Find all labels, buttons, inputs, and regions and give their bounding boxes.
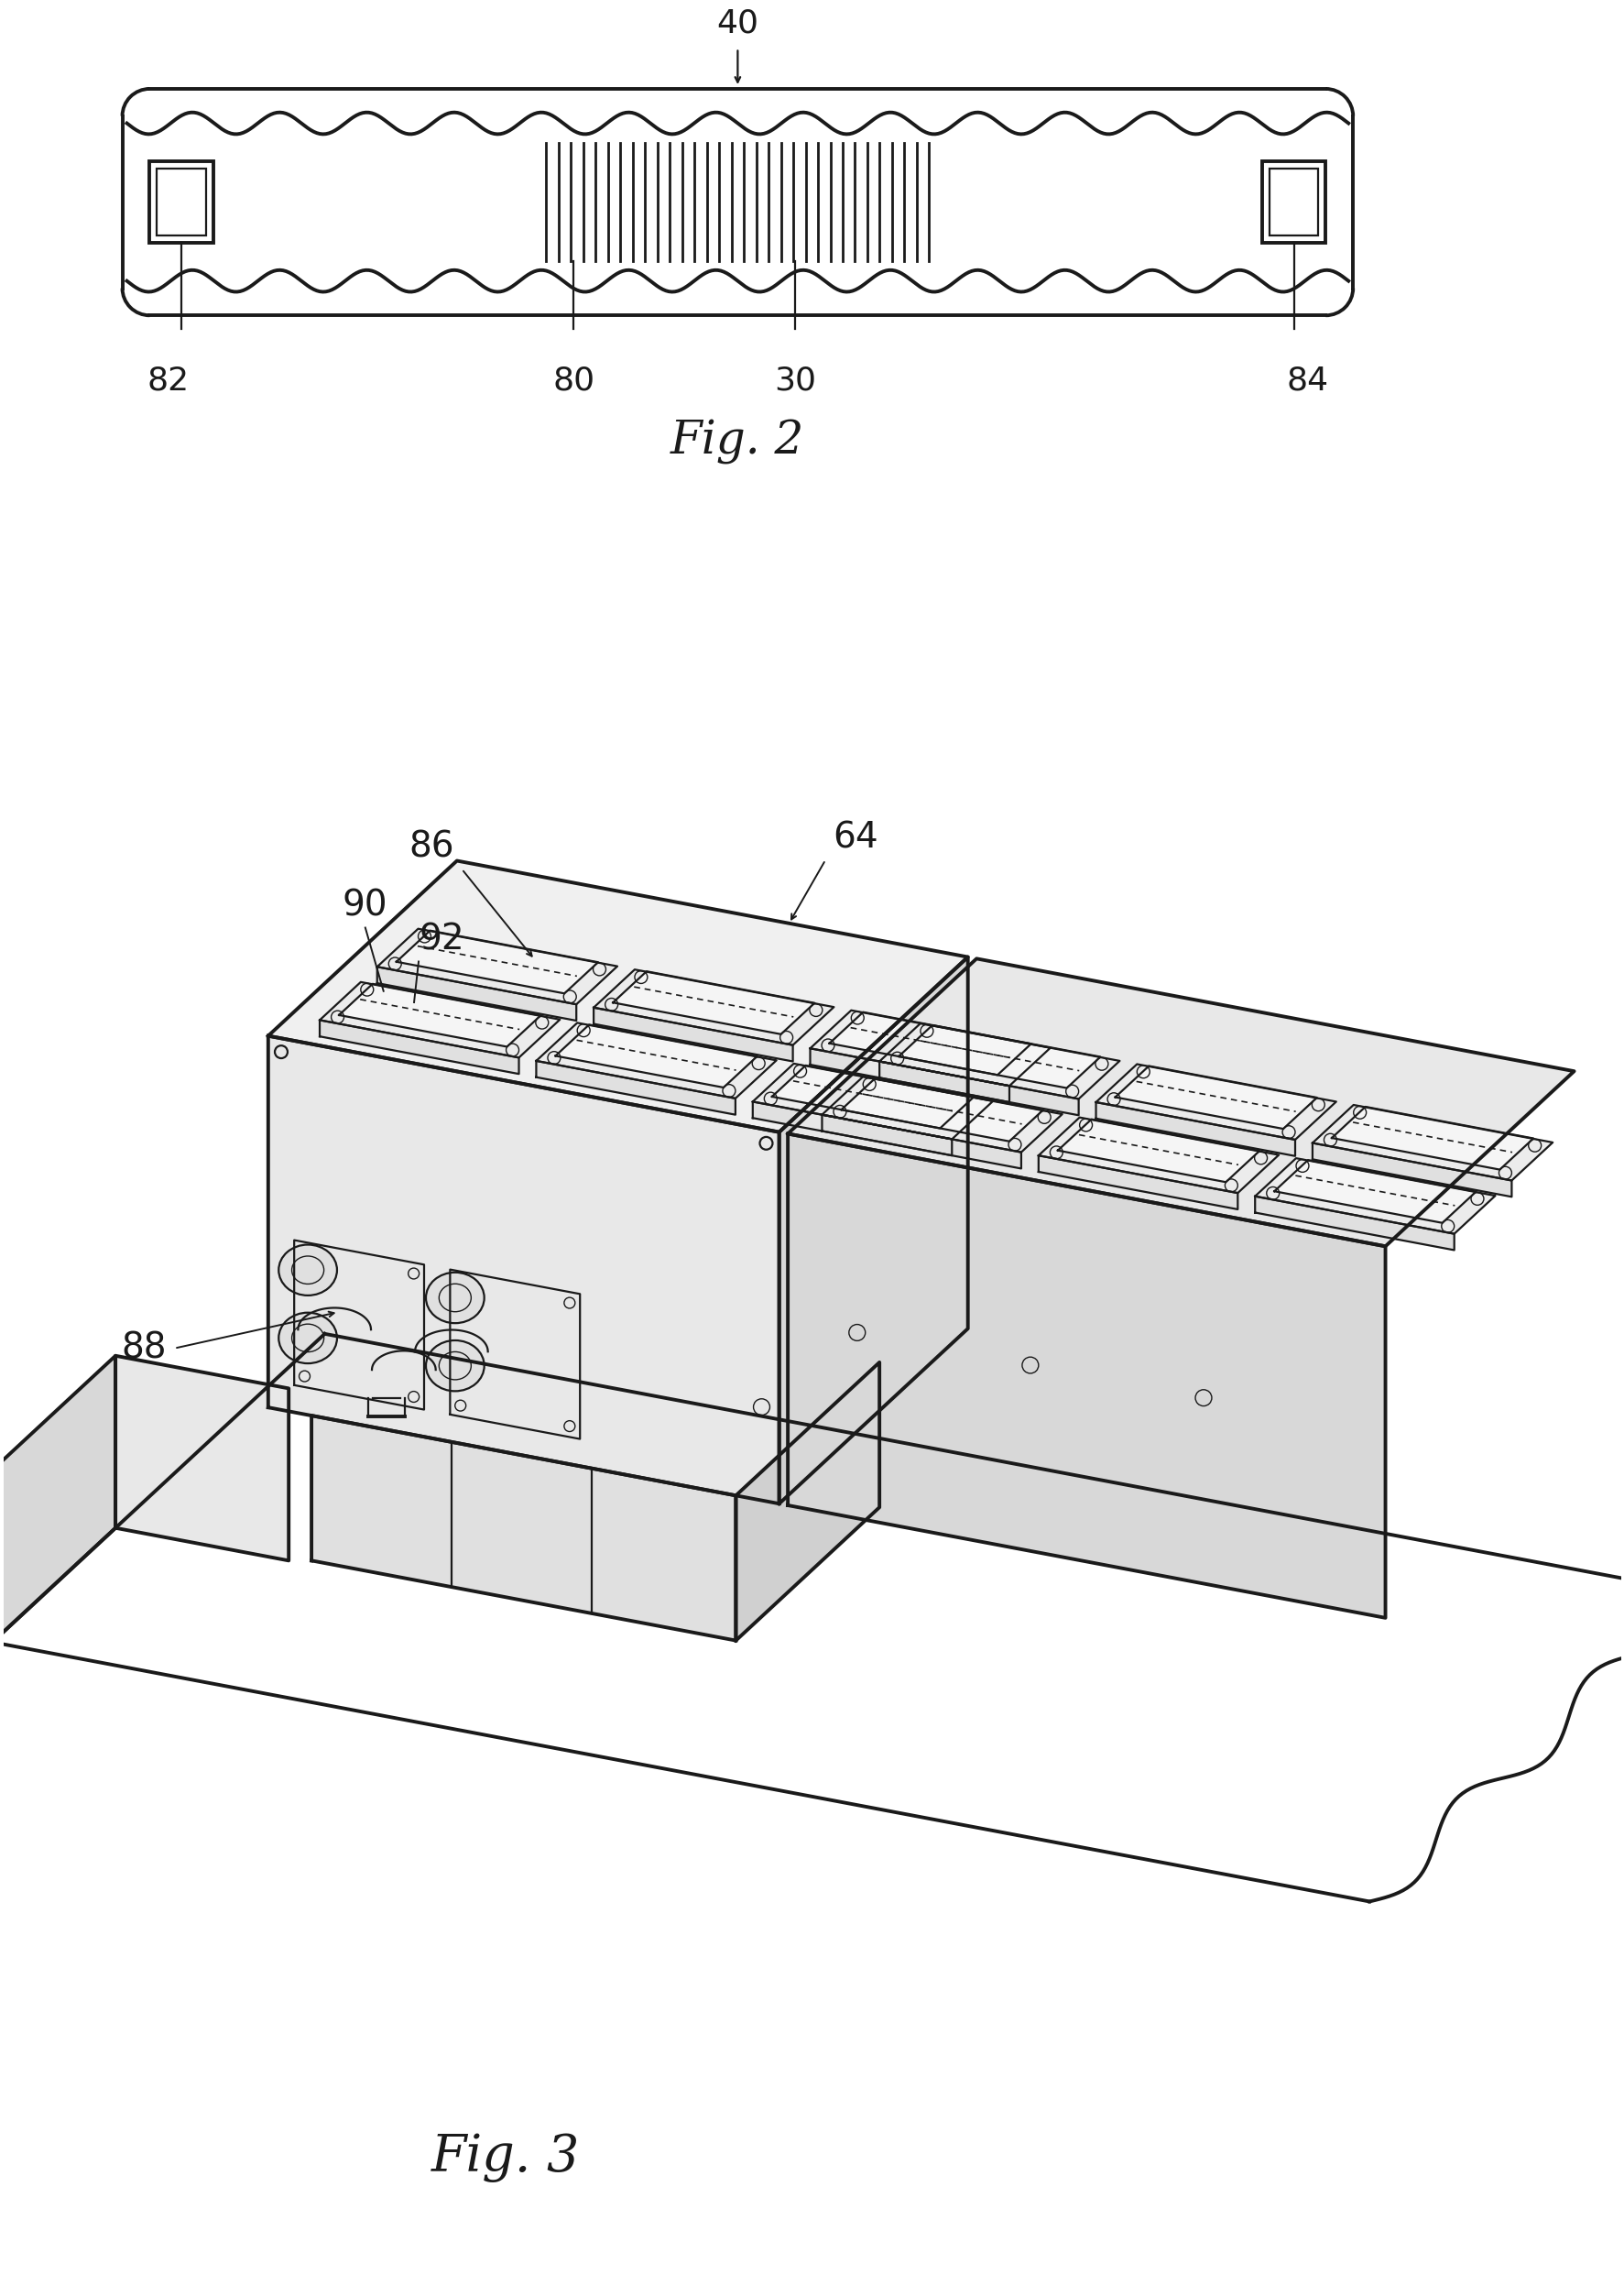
Text: 82: 82	[146, 366, 188, 396]
Polygon shape	[771, 1067, 973, 1128]
Polygon shape	[1254, 1157, 1494, 1235]
Polygon shape	[1095, 1103, 1294, 1155]
Polygon shape	[536, 1023, 776, 1098]
Text: 86: 86	[409, 830, 455, 864]
Bar	[1268, 168, 1317, 236]
Text: 64: 64	[833, 821, 877, 855]
Polygon shape	[1038, 1117, 1278, 1194]
Polygon shape	[788, 960, 1574, 1246]
Polygon shape	[268, 1037, 780, 1503]
Polygon shape	[879, 1062, 1078, 1114]
Ellipse shape	[279, 1312, 336, 1364]
Bar	[158, 168, 206, 236]
Text: 90: 90	[343, 889, 388, 923]
Polygon shape	[1095, 1064, 1335, 1139]
Polygon shape	[396, 930, 598, 994]
Polygon shape	[593, 969, 833, 1046]
Polygon shape	[320, 1021, 518, 1073]
Polygon shape	[1114, 1067, 1315, 1128]
Ellipse shape	[279, 1244, 336, 1296]
Polygon shape	[0, 1355, 115, 1642]
Text: 30: 30	[773, 366, 815, 396]
Polygon shape	[536, 1062, 736, 1114]
Polygon shape	[828, 1012, 1031, 1076]
Polygon shape	[115, 1355, 289, 1560]
Text: 84: 84	[1286, 366, 1328, 396]
Bar	[149, 161, 213, 243]
Polygon shape	[377, 928, 617, 1005]
Polygon shape	[822, 1076, 1062, 1153]
Polygon shape	[1312, 1144, 1510, 1196]
Text: Fig. 2: Fig. 2	[671, 421, 804, 464]
Polygon shape	[1254, 1196, 1453, 1251]
Polygon shape	[1332, 1107, 1533, 1169]
Polygon shape	[1057, 1119, 1259, 1182]
Polygon shape	[312, 1417, 736, 1640]
Polygon shape	[752, 1101, 952, 1155]
Polygon shape	[1273, 1160, 1475, 1223]
Polygon shape	[268, 862, 968, 1132]
Text: 80: 80	[552, 366, 594, 396]
Ellipse shape	[425, 1339, 484, 1392]
Text: Fig. 3: Fig. 3	[430, 2133, 580, 2183]
Polygon shape	[339, 985, 541, 1046]
Polygon shape	[593, 1007, 793, 1062]
Polygon shape	[788, 1135, 1385, 1617]
Text: 40: 40	[716, 7, 758, 39]
Polygon shape	[612, 971, 814, 1035]
Text: 92: 92	[419, 923, 464, 957]
Bar	[1262, 161, 1325, 243]
Polygon shape	[810, 1048, 1009, 1103]
Polygon shape	[841, 1078, 1043, 1142]
Polygon shape	[320, 982, 560, 1057]
Ellipse shape	[425, 1273, 484, 1323]
Polygon shape	[555, 1026, 757, 1087]
Polygon shape	[736, 1362, 879, 1640]
Polygon shape	[1038, 1155, 1237, 1210]
Polygon shape	[780, 957, 968, 1503]
Polygon shape	[898, 1026, 1099, 1087]
Polygon shape	[752, 1064, 992, 1139]
Polygon shape	[1312, 1105, 1553, 1180]
Polygon shape	[879, 1023, 1119, 1098]
Polygon shape	[377, 966, 577, 1021]
Text: 88: 88	[122, 1330, 167, 1367]
Polygon shape	[822, 1114, 1020, 1169]
Polygon shape	[810, 1010, 1049, 1087]
